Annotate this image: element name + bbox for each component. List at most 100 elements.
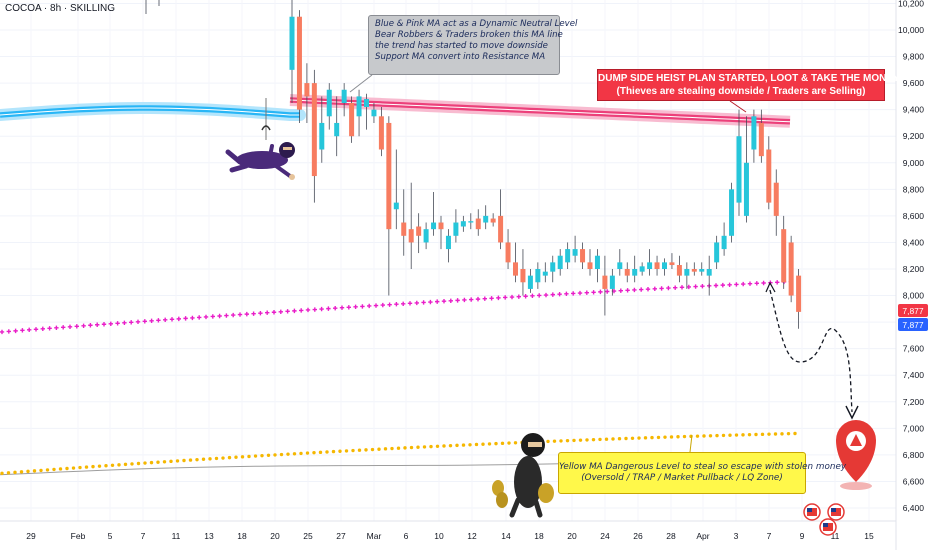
candle-up[interactable] [431, 191, 437, 236]
candle-up[interactable] [572, 235, 578, 263]
candle-down[interactable] [416, 213, 422, 254]
magenta-ma-dot [564, 291, 569, 297]
candle-up[interactable] [594, 249, 600, 283]
candle-down[interactable] [349, 96, 355, 143]
candle-up[interactable] [393, 149, 399, 230]
candle-up[interactable] [557, 249, 563, 276]
yellow-ma-dot [513, 441, 518, 445]
candle-up[interactable] [751, 109, 757, 163]
us-flag-icon[interactable] [819, 518, 837, 536]
candle-down[interactable] [676, 255, 682, 283]
candle-down[interactable] [669, 253, 675, 269]
candle-up[interactable] [721, 222, 727, 256]
candle-up[interactable] [334, 96, 340, 157]
candle-up[interactable] [423, 222, 429, 250]
us-flag-icon[interactable] [803, 503, 821, 521]
candle-down[interactable] [490, 213, 496, 227]
candle-up[interactable] [699, 262, 705, 276]
candle-down[interactable] [758, 109, 764, 163]
candle-down[interactable] [520, 249, 526, 296]
candle-up[interactable] [364, 93, 369, 130]
candle-down[interactable] [766, 136, 772, 210]
yellow-annotation[interactable]: Yellow MA Dangerous Level to steal so es… [558, 452, 846, 494]
candle-up[interactable] [632, 255, 638, 283]
candle-up[interactable] [662, 258, 667, 276]
magenta-ma-dot [27, 327, 32, 333]
gray-annotation[interactable]: Blue & Pink MA act as a Dynamic Neutral … [368, 15, 577, 75]
candle-body [326, 89, 332, 117]
candle-down[interactable] [296, 10, 302, 123]
candle-up[interactable] [535, 262, 541, 289]
magenta-ma-dot [401, 301, 406, 306]
candle-up[interactable] [639, 262, 645, 276]
candle-up[interactable] [617, 249, 623, 276]
magenta-ma-dot [149, 318, 154, 324]
candle-down[interactable] [475, 209, 481, 236]
candles[interactable] [145, 0, 802, 329]
candle-down[interactable] [438, 215, 444, 250]
candle-up[interactable] [609, 269, 615, 296]
us-flag-icon[interactable] [827, 503, 845, 521]
candle-up[interactable] [289, 0, 295, 104]
candle-up[interactable] [468, 213, 474, 230]
candle-up[interactable] [483, 205, 489, 230]
candle-body [706, 269, 712, 276]
red-banner-annotation[interactable]: DUMP SIDE HEIST PLAN STARTED, LOOT & TAK… [597, 69, 900, 101]
candle-up[interactable] [527, 269, 533, 293]
candle-down[interactable] [602, 255, 608, 316]
candle-up[interactable] [743, 116, 749, 223]
magenta-ma-dot [550, 292, 555, 297]
yellow-ma-dot [494, 441, 498, 446]
candle-down[interactable] [796, 269, 802, 329]
candle-down[interactable] [401, 189, 407, 256]
blue-pink-ma-band [0, 94, 791, 128]
candle-up[interactable] [729, 182, 735, 243]
candle-down[interactable] [505, 229, 511, 269]
candle-down[interactable] [386, 116, 392, 296]
yellow-ma-dot [65, 466, 69, 471]
candle-body [721, 235, 727, 250]
yellow-ma-dot [169, 459, 173, 464]
candle-up[interactable] [550, 255, 556, 283]
candle-down[interactable] [773, 169, 779, 236]
candle-body [341, 89, 347, 104]
candle-body [766, 149, 772, 203]
candle-down[interactable] [788, 235, 794, 303]
candle-body [602, 275, 608, 289]
candle-up[interactable] [341, 83, 347, 117]
candle-up[interactable] [714, 235, 720, 269]
candle-up[interactable] [460, 215, 466, 232]
candle-up[interactable] [445, 229, 451, 263]
candle-up[interactable] [371, 103, 377, 123]
candle-up[interactable] [542, 262, 548, 283]
candle-down[interactable] [498, 189, 504, 250]
candle-down[interactable] [513, 242, 518, 283]
candle-down[interactable] [624, 262, 630, 283]
price-axis[interactable]: 6,4006,6006,8007,0007,2007,4007,6007,800… [895, 0, 932, 550]
candle-up[interactable] [736, 109, 742, 216]
yellow-ma-dot [676, 435, 680, 439]
candle-down[interactable] [408, 182, 414, 269]
candle-up[interactable] [684, 262, 690, 289]
candle-up[interactable] [647, 249, 653, 276]
candle-down[interactable] [781, 215, 787, 289]
candle-down[interactable] [378, 107, 384, 157]
yellow-ma-dot [240, 455, 245, 459]
candle-down[interactable] [654, 255, 660, 276]
red-banner-subtitle: (Thieves are stealing downside / Traders… [616, 86, 866, 97]
symbol-title[interactable]: COCOA · 8h · SKILLING [5, 3, 116, 14]
magenta-ma-dot [217, 313, 222, 319]
candle-up[interactable] [453, 209, 459, 243]
candle-down[interactable] [691, 262, 697, 276]
time-axis[interactable]: 29 Feb 5 7 11 13 18 20 25 27 Mar 6 10 12 14 18 20 24 26 28 A… [0, 520, 896, 541]
candle-down[interactable] [587, 249, 593, 276]
candle-up[interactable] [319, 96, 325, 163]
candle-down[interactable] [304, 63, 310, 123]
candle-up[interactable] [706, 255, 712, 296]
candle-up[interactable] [356, 89, 362, 137]
candle-down[interactable] [311, 69, 317, 203]
candle-up[interactable] [565, 242, 571, 269]
candle-body [378, 116, 384, 150]
candle-down[interactable] [580, 242, 586, 269]
candle-up[interactable] [326, 83, 332, 130]
